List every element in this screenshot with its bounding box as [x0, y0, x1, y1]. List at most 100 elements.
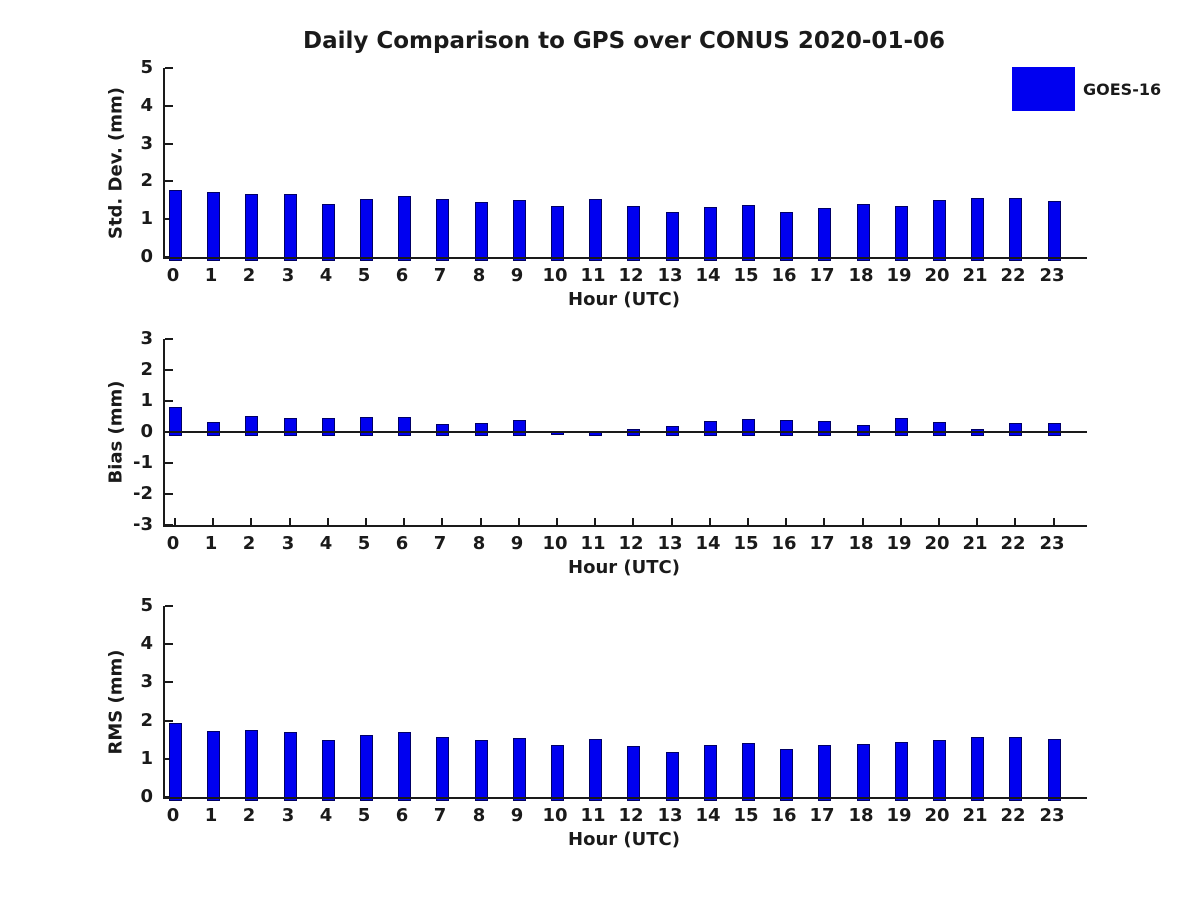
- x-tick-label: 13: [657, 533, 683, 554]
- bar-bias-hour-20: [933, 422, 946, 436]
- y-tick-mark: [165, 105, 173, 107]
- bar-std_dev-hour-13: [666, 212, 679, 261]
- y-tick-label: 5: [140, 57, 153, 78]
- bar-rms-hour-17: [818, 745, 831, 801]
- bar-std_dev-hour-3: [284, 194, 297, 261]
- x-tick-mark: [900, 518, 902, 525]
- x-tick-label: 4: [319, 805, 333, 826]
- bar-std_dev-hour-18: [857, 204, 870, 261]
- bar-std_dev-hour-15: [742, 205, 755, 261]
- bar-bias-hour-5: [360, 417, 373, 436]
- x-tick-mark: [480, 518, 482, 525]
- y-tick-label: 3: [140, 671, 153, 692]
- x-tick-label: 18: [848, 265, 874, 286]
- x-tick-label: 9: [510, 533, 524, 554]
- x-tick-mark: [518, 518, 520, 525]
- bar-bias-hour-7: [436, 424, 449, 436]
- bar-rms-hour-3: [284, 732, 297, 801]
- bar-bias-hour-22: [1009, 423, 1022, 436]
- x-tick-label: 0: [166, 265, 180, 286]
- x-tick-label: 1: [204, 805, 218, 826]
- x-tick-mark: [289, 518, 291, 525]
- bar-rms-hour-13: [666, 752, 679, 801]
- y-tick-label: 1: [140, 748, 153, 769]
- y-tick-label: 3: [140, 328, 153, 349]
- bar-std_dev-hour-5: [360, 199, 373, 261]
- x-tick-label: 19: [886, 805, 912, 826]
- x-tick-label: 23: [1039, 805, 1065, 826]
- y-tick-label: 0: [140, 421, 153, 442]
- y-tick-mark: [165, 400, 173, 402]
- y-tick-label: 5: [140, 595, 153, 616]
- x-tick-label: 20: [924, 533, 950, 554]
- bar-bias-hour-16: [780, 420, 793, 436]
- y-tick-label: 0: [140, 786, 153, 807]
- bar-bias-hour-23: [1048, 423, 1061, 436]
- bar-std_dev-hour-2: [245, 194, 258, 261]
- x-tick-label: 19: [886, 533, 912, 554]
- x-tick-label: 12: [618, 533, 644, 554]
- x-tick-label: 5: [357, 533, 371, 554]
- x-tick-label: 6: [395, 533, 409, 554]
- x-tick-label: 22: [1000, 805, 1026, 826]
- x-tick-mark: [327, 518, 329, 525]
- bar-std_dev-hour-10: [551, 206, 564, 261]
- y-tick-mark: [165, 681, 173, 683]
- y-tick-label: 1: [140, 208, 153, 229]
- bar-std_dev-hour-1: [207, 192, 220, 261]
- x-tick-label: 3: [281, 805, 295, 826]
- x-tick-label: 22: [1000, 533, 1026, 554]
- bar-rms-hour-14: [704, 745, 717, 801]
- x-tick-label: 4: [319, 533, 333, 554]
- bar-std_dev-hour-23: [1048, 201, 1061, 261]
- x-tick-mark: [212, 518, 214, 525]
- bar-bias-hour-17: [818, 421, 831, 436]
- x-axis-label: Hour (UTC): [568, 289, 680, 310]
- x-tick-label: 14: [695, 533, 721, 554]
- bar-rms-hour-5: [360, 735, 373, 801]
- bar-bias-hour-6: [398, 417, 411, 436]
- x-tick-label: 18: [848, 805, 874, 826]
- y-tick-label: 1: [140, 390, 153, 411]
- bar-std_dev-hour-11: [589, 199, 602, 261]
- bar-rms-hour-23: [1048, 739, 1061, 801]
- x-tick-label: 20: [924, 805, 950, 826]
- x-tick-label: 19: [886, 265, 912, 286]
- x-tick-label: 11: [580, 805, 606, 826]
- x-tick-mark: [1014, 518, 1016, 525]
- y-tick-label: 2: [140, 359, 153, 380]
- x-tick-mark: [1053, 518, 1055, 525]
- x-tick-label: 6: [395, 805, 409, 826]
- bar-std_dev-hour-22: [1009, 198, 1022, 261]
- x-axis-line: [163, 797, 1087, 799]
- bar-rms-hour-6: [398, 732, 411, 801]
- x-tick-label: 20: [924, 265, 950, 286]
- bar-bias-hour-19: [895, 418, 908, 436]
- x-tick-label: 7: [433, 265, 447, 286]
- x-tick-label: 16: [771, 533, 797, 554]
- bar-std_dev-hour-21: [971, 198, 984, 261]
- bar-rms-hour-15: [742, 743, 755, 801]
- x-tick-label: 23: [1039, 533, 1065, 554]
- x-tick-label: 17: [809, 533, 835, 554]
- y-axis-label: RMS (mm): [105, 649, 127, 754]
- bar-bias-hour-9: [513, 420, 526, 436]
- bar-rms-hour-18: [857, 744, 870, 801]
- x-tick-label: 2: [242, 805, 256, 826]
- x-tick-label: 16: [771, 805, 797, 826]
- x-tick-label: 8: [472, 265, 486, 286]
- y-tick-mark: [165, 605, 173, 607]
- bar-rms-hour-22: [1009, 737, 1022, 801]
- x-tick-label: 14: [695, 805, 721, 826]
- bar-bias-hour-18: [857, 425, 870, 436]
- y-tick-mark: [165, 67, 173, 69]
- x-tick-label: 12: [618, 265, 644, 286]
- y-tick-mark: [165, 462, 173, 464]
- x-tick-mark: [441, 518, 443, 525]
- bar-std_dev-hour-6: [398, 196, 411, 261]
- bar-bias-hour-15: [742, 419, 755, 436]
- bar-bias-hour-3: [284, 418, 297, 436]
- bar-rms-hour-20: [933, 740, 946, 801]
- bar-std_dev-hour-14: [704, 207, 717, 261]
